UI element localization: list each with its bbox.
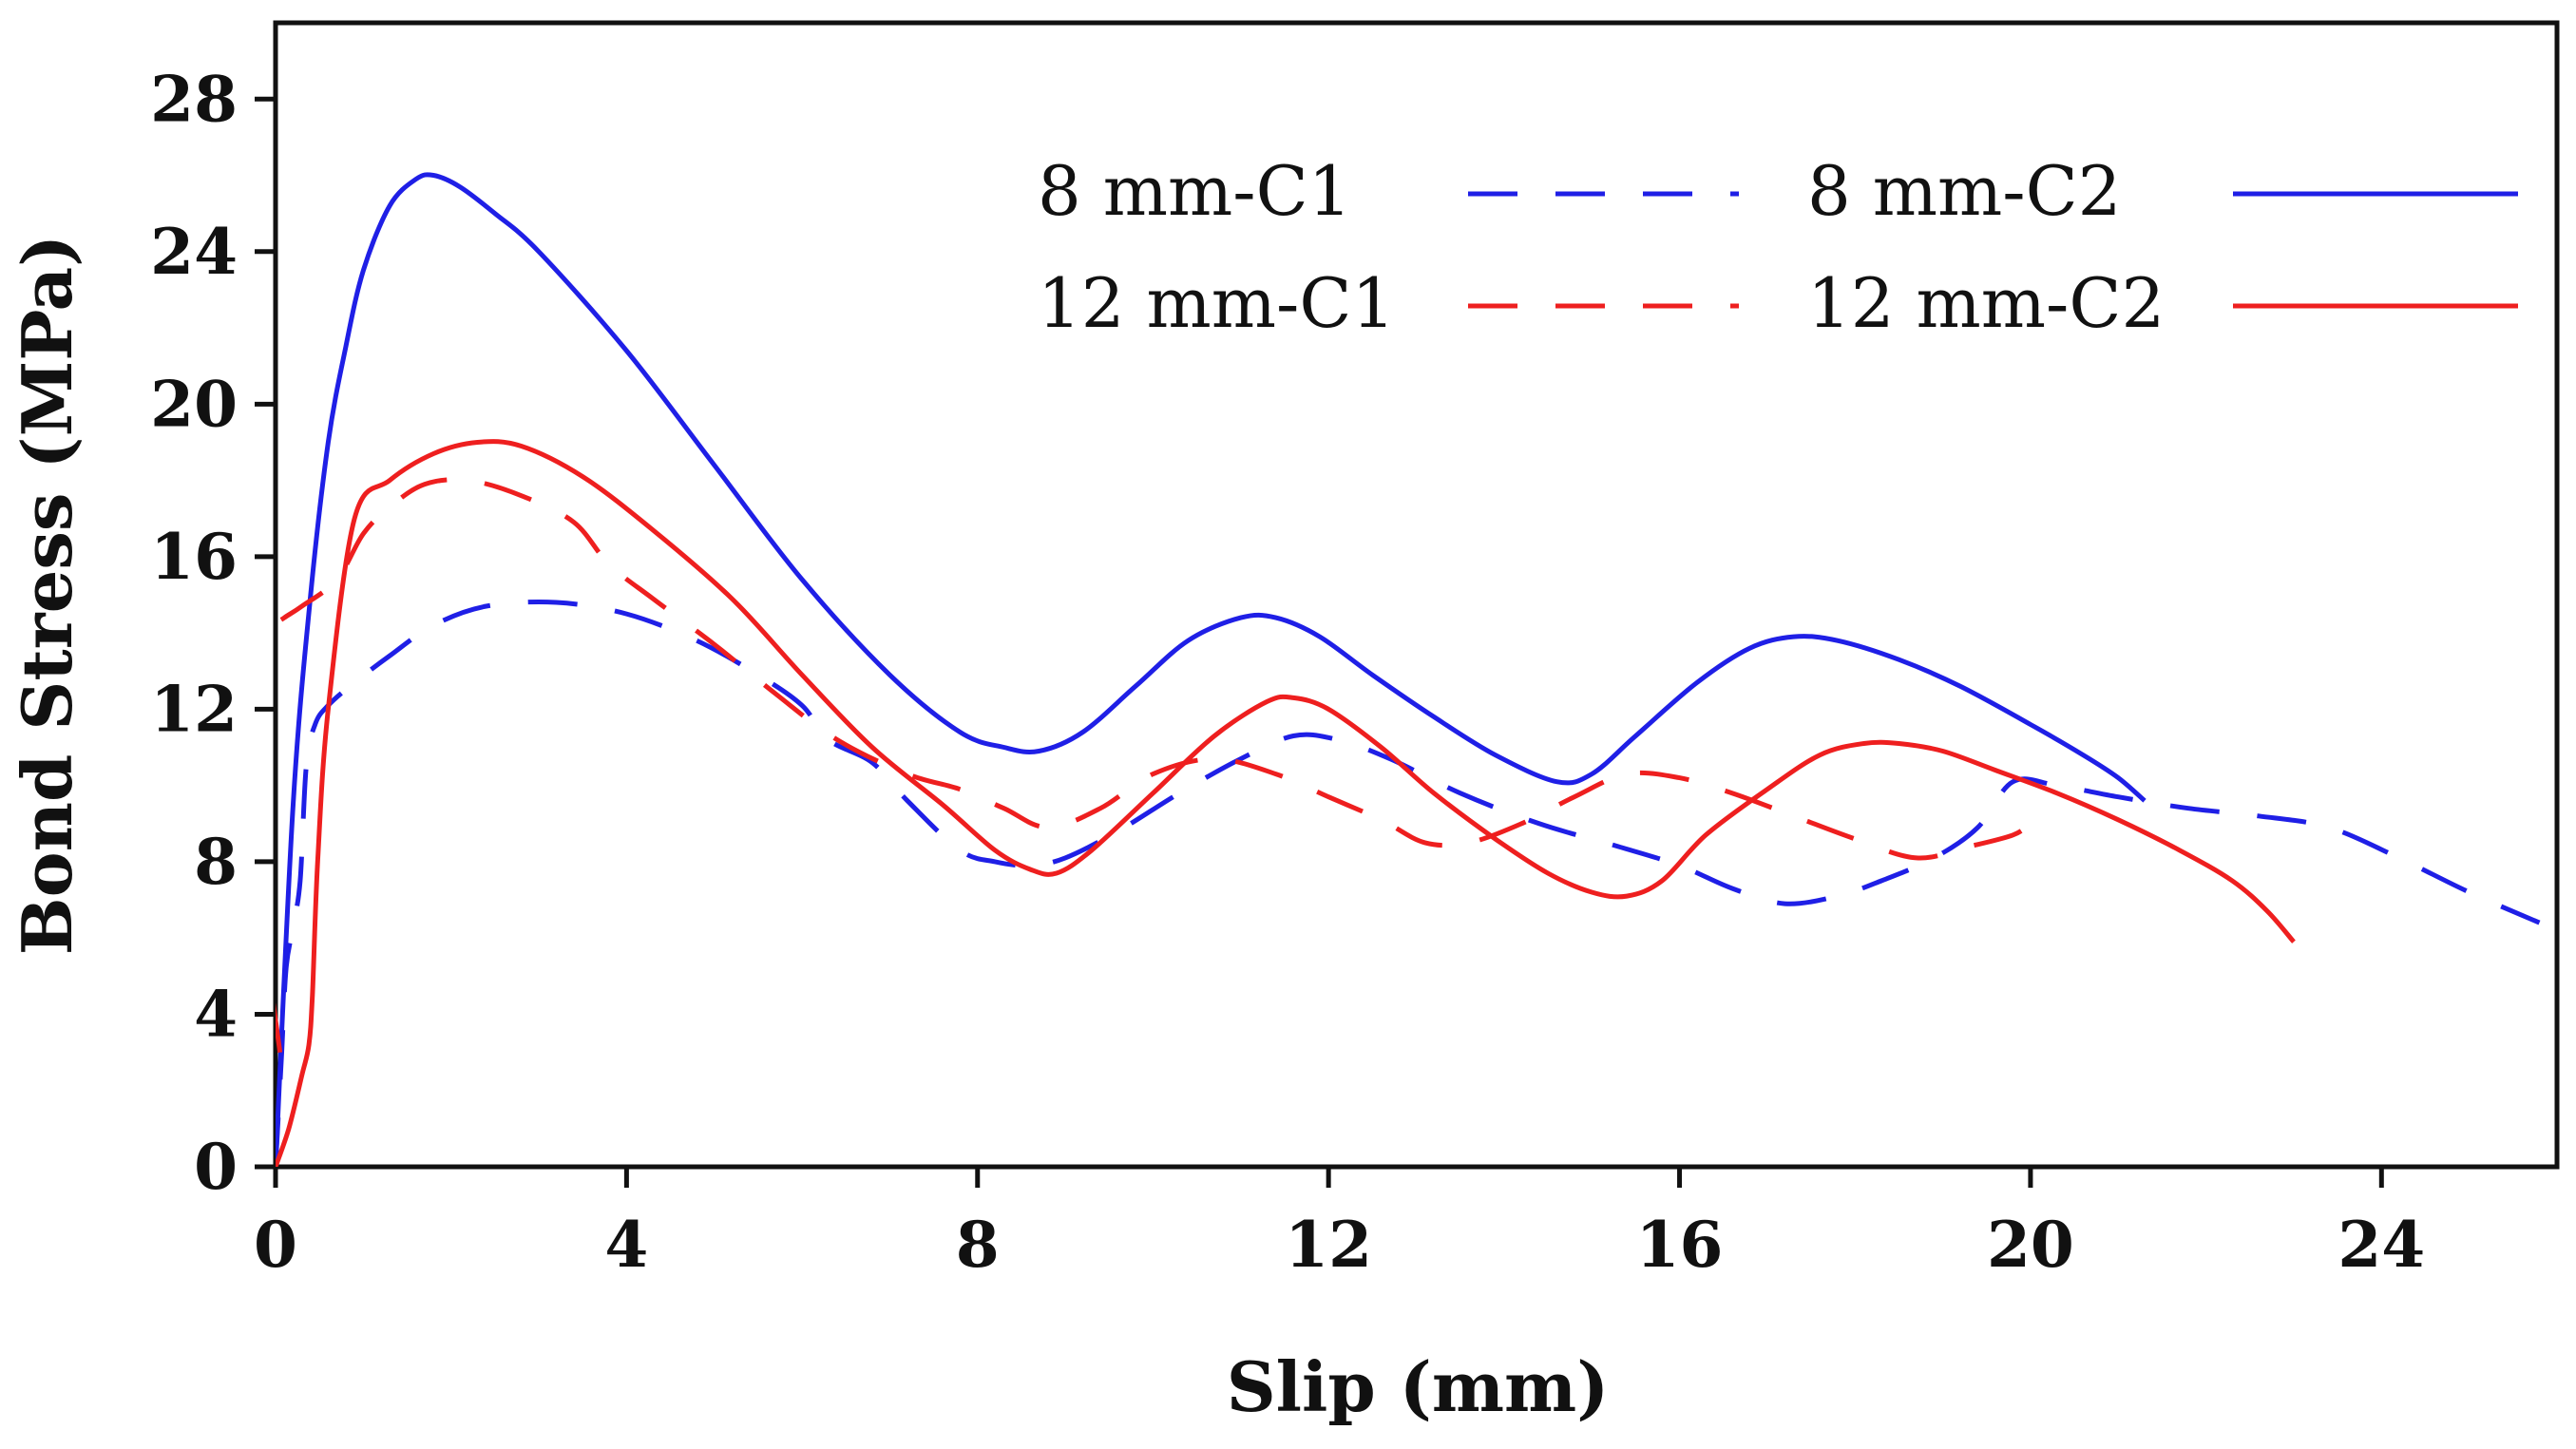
series-line-8-mm-c1 xyxy=(276,600,2541,1167)
y-axis-label: Bond Stress (MPa) xyxy=(7,235,87,955)
x-tick-label: 8 xyxy=(956,1208,1000,1282)
x-tick-label: 12 xyxy=(1285,1208,1372,1282)
legend-label-8-mm-c1: 8 mm-C1 xyxy=(1038,151,1351,231)
ticks-layer: 0 4 8 12 16 20 24 0 4 8 12 16 20 24 28 xyxy=(150,62,2425,1282)
plot-frame xyxy=(273,20,2560,1170)
x-axis-label: Slip (mm) xyxy=(1227,1346,1610,1427)
y-tick-label: 8 xyxy=(194,825,238,899)
y-tick-label: 24 xyxy=(150,215,238,289)
x-tick-label: 20 xyxy=(1987,1208,2074,1282)
series-line-12-mm-c1 xyxy=(276,477,2032,1053)
series-line-8-mm-c2 xyxy=(276,172,2147,1167)
y-tick-label: 12 xyxy=(150,672,238,746)
x-tick-label: 24 xyxy=(2337,1208,2425,1282)
x-tick-label: 4 xyxy=(604,1208,648,1282)
legend: 8 mm-C1 8 mm-C2 12 mm-C1 12 mm-C2 xyxy=(1038,151,2518,343)
y-tick-label: 0 xyxy=(194,1130,238,1204)
legend-label-12-mm-c2: 12 mm-C2 xyxy=(1807,263,2165,343)
x-tick-label: 16 xyxy=(1636,1208,1724,1282)
legend-label-8-mm-c2: 8 mm-C2 xyxy=(1807,151,2121,231)
legend-label-12-mm-c1: 12 mm-C1 xyxy=(1038,263,1395,343)
series-line-12-mm-c2 xyxy=(276,439,2296,1167)
y-tick-label: 28 xyxy=(150,62,238,136)
y-tick-label: 20 xyxy=(150,367,238,441)
y-tick-label: 4 xyxy=(194,977,238,1051)
x-tick-label: 0 xyxy=(254,1208,297,1282)
y-tick-label: 16 xyxy=(150,520,238,594)
series-layer xyxy=(276,172,2541,1167)
